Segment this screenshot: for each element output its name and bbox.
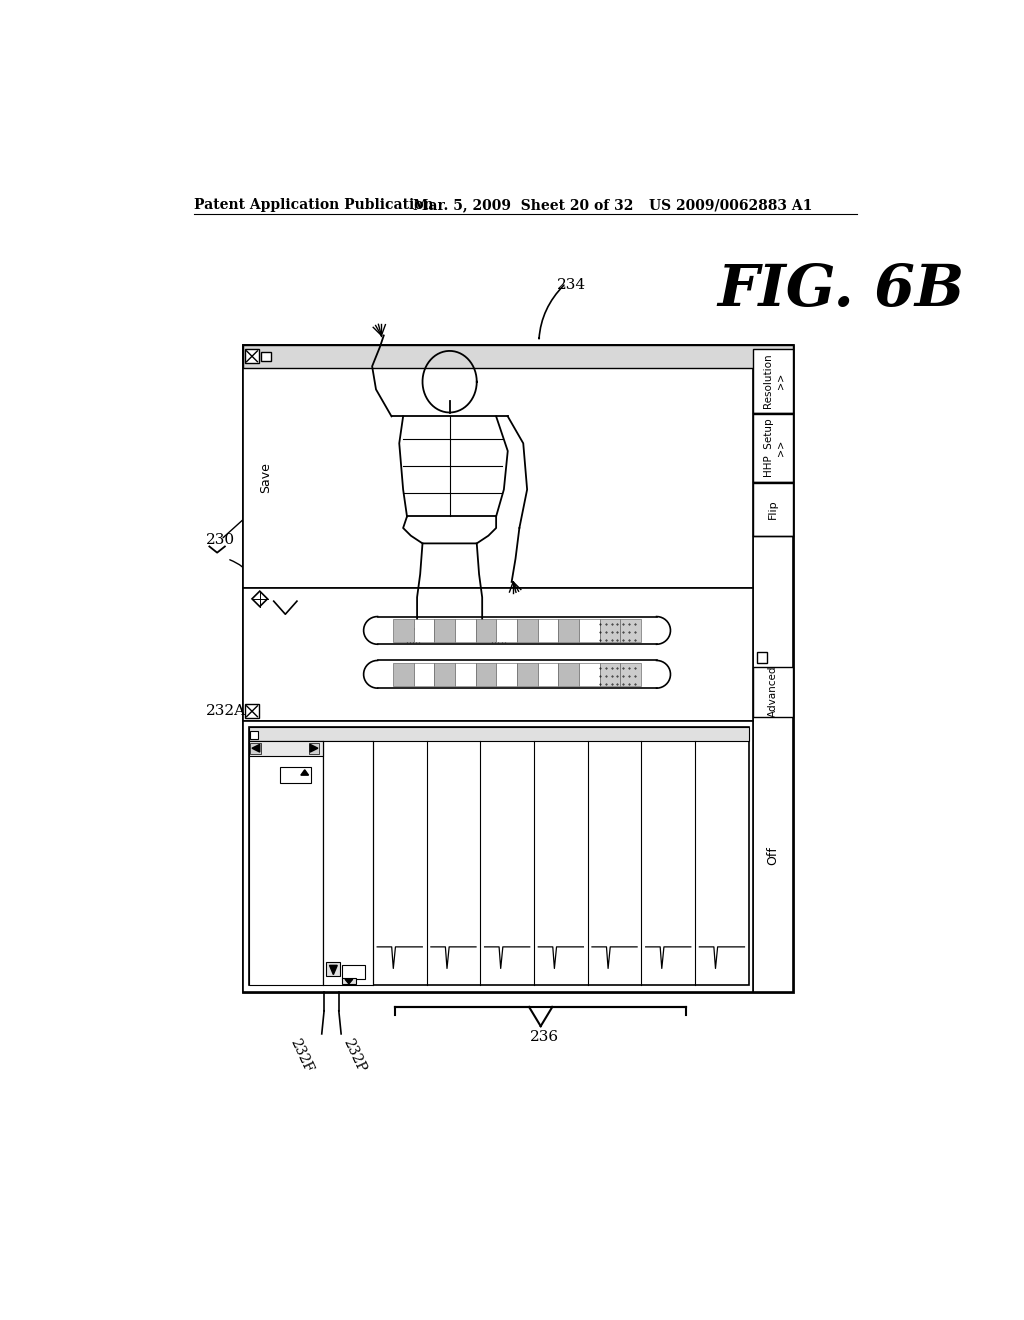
Bar	[393, 663, 414, 686]
Polygon shape	[252, 744, 260, 752]
Polygon shape	[310, 744, 317, 752]
Bar	[558, 663, 579, 686]
Bar	[753, 350, 793, 412]
Bar	[455, 663, 476, 686]
Text: Resolution: Resolution	[763, 354, 773, 408]
Text: 232A: 232A	[206, 705, 246, 718]
Bar	[414, 663, 434, 686]
Text: 234: 234	[557, 277, 586, 292]
Text: >>: >>	[775, 372, 785, 389]
Bar	[393, 619, 414, 642]
Bar	[243, 589, 753, 721]
Bar	[243, 345, 793, 991]
Text: 236: 236	[530, 1030, 559, 1044]
Bar	[558, 619, 579, 642]
Bar	[280, 767, 311, 783]
Bar	[621, 619, 641, 642]
FancyArrowPatch shape	[223, 519, 244, 537]
Bar	[251, 743, 261, 754]
Bar	[243, 345, 753, 589]
Bar	[579, 663, 600, 686]
Text: US 2009/0062883 A1: US 2009/0062883 A1	[649, 198, 812, 213]
Text: 0 µS: 0 µS	[344, 968, 362, 977]
Bar	[251, 731, 258, 739]
Bar	[308, 743, 319, 754]
Bar	[434, 663, 455, 686]
FancyArrowPatch shape	[284, 622, 305, 655]
Bar	[517, 619, 538, 642]
Bar	[538, 663, 558, 686]
Bar	[249, 726, 749, 985]
Bar	[753, 667, 793, 717]
Text: Patent Application Publication: Patent Application Publication	[194, 198, 433, 213]
Bar	[261, 351, 270, 360]
Bar	[538, 619, 558, 642]
Bar	[757, 652, 767, 663]
Text: Options: Options	[287, 837, 297, 874]
Text: +: +	[251, 731, 258, 739]
Bar	[249, 741, 323, 756]
Bar	[327, 962, 340, 977]
Text: 0 mA: 0 mA	[284, 771, 307, 780]
Bar	[243, 345, 793, 368]
Text: 232F: 232F	[287, 1036, 314, 1074]
Bar	[517, 663, 538, 686]
Bar	[342, 978, 356, 983]
Text: FIG. 6B: FIG. 6B	[717, 263, 965, 319]
Polygon shape	[330, 965, 337, 974]
Bar	[249, 726, 749, 741]
Text: Rate: Rate	[336, 932, 344, 953]
Text: Flip: Flip	[768, 500, 778, 519]
Bar	[753, 483, 793, 536]
Polygon shape	[301, 770, 308, 775]
Bar	[245, 350, 259, 363]
Text: 230: 230	[206, 532, 234, 546]
Bar	[497, 619, 517, 642]
Bar	[579, 619, 600, 642]
Text: Programming Screen: Programming Screen	[251, 729, 346, 738]
Bar	[455, 619, 476, 642]
Bar	[621, 663, 641, 686]
Bar	[249, 741, 323, 985]
Text: Mar. 5, 2009  Sheet 20 of 32: Mar. 5, 2009 Sheet 20 of 32	[414, 198, 634, 213]
Text: Off: Off	[766, 846, 779, 866]
Bar	[600, 663, 621, 686]
Bar	[600, 619, 621, 642]
Bar	[753, 345, 793, 991]
Text: Save: Save	[259, 462, 272, 494]
Text: >>: >>	[775, 440, 785, 455]
Bar	[414, 619, 434, 642]
Polygon shape	[345, 979, 352, 983]
Text: 232P: 232P	[340, 1036, 368, 1074]
FancyArrowPatch shape	[539, 285, 564, 338]
Bar	[497, 663, 517, 686]
Text: Advanced: Advanced	[768, 665, 778, 717]
Bar	[243, 721, 753, 991]
Text: HHP  Setup: HHP Setup	[764, 418, 774, 478]
Bar	[476, 619, 497, 642]
Bar	[245, 705, 259, 718]
Bar	[323, 741, 373, 985]
Bar	[476, 663, 497, 686]
FancyArrowPatch shape	[229, 560, 257, 601]
Bar	[753, 414, 793, 482]
Bar	[342, 965, 366, 979]
Bar	[434, 619, 455, 642]
